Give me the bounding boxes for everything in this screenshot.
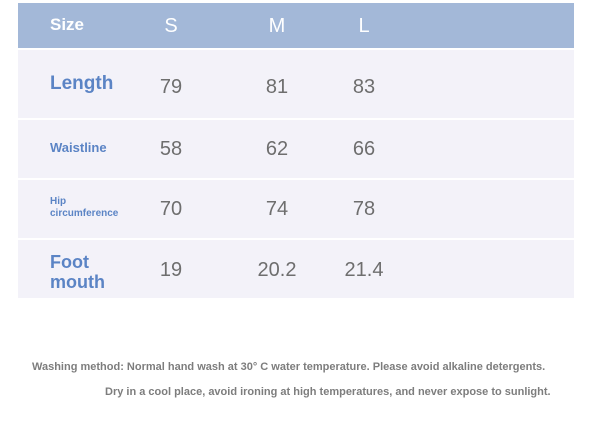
foot-mouth-l-value: 21.4 bbox=[344, 259, 384, 281]
row-label-foot-mouth: Foot mouth bbox=[50, 252, 105, 292]
length-s-value: 79 bbox=[159, 76, 183, 98]
waistline-s-value: 58 bbox=[159, 138, 183, 160]
hip-s-value: 70 bbox=[159, 198, 183, 220]
waistline-l-value: 66 bbox=[352, 138, 376, 160]
length-m-value: 81 bbox=[265, 76, 289, 98]
table-row-hip-circumference: Hip circumference 70 74 78 bbox=[18, 178, 574, 238]
table-row-waistline: Waistline 58 62 66 bbox=[18, 118, 574, 178]
foot-mouth-m-value: 20.2 bbox=[257, 259, 297, 281]
size-chart-header: Size S M L bbox=[18, 3, 574, 48]
size-header-l: L bbox=[358, 15, 370, 37]
foot-mouth-s-value: 19 bbox=[159, 259, 183, 281]
waistline-m-value: 62 bbox=[265, 138, 289, 160]
size-header-s: S bbox=[164, 15, 178, 37]
size-header-m: M bbox=[268, 15, 286, 37]
row-label-length: Length bbox=[50, 73, 114, 94]
size-chart-table: Size S M L Length 79 81 83 Waistline 58 … bbox=[18, 3, 574, 298]
row-label-foot-line1: Foot bbox=[50, 252, 89, 272]
row-label-hip-circumference: Hip circumference bbox=[50, 196, 118, 220]
row-label-hip-line1: Hip bbox=[50, 196, 67, 207]
hip-m-value: 74 bbox=[265, 198, 289, 220]
hip-l-value: 78 bbox=[352, 198, 376, 220]
length-l-value: 83 bbox=[352, 76, 376, 98]
drying-note: Dry in a cool place, avoid ironing at hi… bbox=[105, 386, 551, 398]
row-label-waistline: Waistline bbox=[50, 140, 107, 155]
washing-method-note: Washing method: Normal hand wash at 30° … bbox=[32, 361, 546, 373]
size-header-label: Size bbox=[50, 15, 85, 34]
row-label-hip-line2: circumference bbox=[50, 208, 119, 219]
table-row-length: Length 79 81 83 bbox=[18, 48, 574, 118]
table-row-foot-mouth: Foot mouth 19 20.2 21.4 bbox=[18, 238, 574, 298]
row-label-foot-line2: mouth bbox=[50, 272, 105, 292]
